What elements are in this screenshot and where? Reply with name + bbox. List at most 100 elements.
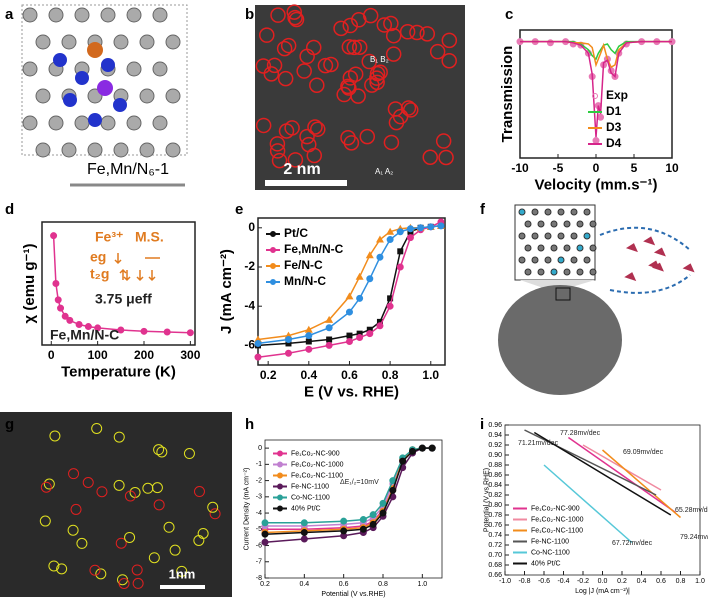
series-line: [52, 235, 191, 334]
lattice-node: [583, 232, 591, 240]
x-tick-label: -0.2: [577, 578, 589, 585]
atom-marker: [299, 48, 315, 65]
atom-marker: [333, 20, 349, 37]
x-axis-label: E (V vs. RHE): [304, 384, 399, 401]
series-line: [533, 431, 672, 516]
x-tick-label: 200: [134, 348, 154, 362]
y-tick-label: 0.68: [488, 562, 502, 569]
atom-marker: [286, 4, 303, 20]
marker: [366, 275, 374, 283]
marker: [597, 113, 605, 121]
atom-marker: [278, 123, 295, 139]
legend-marker: [277, 505, 283, 512]
legend-label: D1: [606, 104, 622, 118]
series: [50, 232, 194, 337]
marker: [261, 538, 269, 546]
y-axis-label: Current Density (mA cm⁻²): [244, 468, 251, 551]
y-tick-label: 0.74: [488, 532, 502, 539]
lattice-node: [537, 268, 545, 276]
scale-bar: [160, 585, 205, 589]
x-tick-label: 0.2: [260, 581, 270, 588]
atom-marker: [409, 24, 425, 41]
marker: [376, 318, 383, 325]
legend-label: D4: [606, 136, 622, 150]
atom-marker: [43, 478, 55, 490]
series: [533, 431, 672, 516]
molecule: [624, 272, 637, 282]
x-tick-label: 0: [48, 348, 55, 362]
atom-marker: [342, 17, 359, 34]
spin-arrow: [119, 268, 127, 280]
marker: [186, 329, 194, 337]
x-tick-label: 0.6: [339, 581, 349, 588]
x-tick-label: -0.8: [518, 578, 530, 585]
atom-marker: [317, 57, 334, 74]
n-atom: [63, 93, 77, 107]
y-tick-label: 0.76: [488, 522, 502, 529]
n-atom: [113, 98, 127, 112]
legend-marker: [277, 494, 283, 501]
series: [567, 436, 677, 514]
legend-marker: [270, 231, 276, 237]
atom-marker: [287, 9, 303, 26]
atom-markers: [39, 422, 221, 589]
legend-label: 40% Pt/C: [531, 560, 561, 567]
atom-marker: [67, 524, 79, 536]
marker: [396, 228, 404, 236]
marker: [54, 296, 62, 304]
marker: [300, 519, 308, 527]
marker: [345, 292, 354, 300]
y-axis-label: J (mA cm⁻²): [218, 249, 235, 334]
atom-marker: [266, 57, 283, 74]
atom-marker: [183, 448, 195, 460]
x-tick-label: 0.8: [382, 368, 399, 382]
marker: [386, 227, 395, 235]
marker: [261, 530, 269, 538]
legend-label: Fe/N-C: [284, 258, 323, 272]
annotation: 65.28mv/dec: [675, 507, 708, 514]
atom-marker: [340, 130, 356, 146]
atom-marker: [193, 486, 205, 498]
series-line: [520, 40, 672, 138]
y-tick-label: 0.70: [488, 552, 502, 559]
atom-marker: [169, 544, 181, 556]
marker: [397, 248, 404, 255]
scale-label: 1nm: [169, 566, 196, 581]
series: [524, 429, 657, 496]
panel-label: f: [480, 201, 486, 218]
lattice-node: [576, 268, 584, 276]
plot-frame: [264, 439, 443, 579]
atom-marker: [153, 499, 165, 511]
plot-frame: [41, 221, 196, 346]
y-tick-label: -3: [256, 494, 262, 501]
marker: [325, 341, 333, 349]
atom-marker: [115, 537, 127, 549]
atom-marker: [163, 521, 175, 533]
lattice-node: [531, 208, 539, 216]
atom-marker: [351, 39, 368, 56]
atom-marker: [39, 515, 51, 527]
legend-label: Fe,Mn/N-C: [284, 242, 344, 256]
y-tick-label: 0.90: [488, 452, 502, 459]
atom-marker: [347, 66, 364, 82]
x-tick-label: -5: [553, 161, 564, 175]
lattice-node: [557, 256, 565, 264]
annotation: 3.75 μeff: [95, 291, 152, 307]
x-tick-label: 0.4: [299, 581, 309, 588]
marker: [437, 222, 445, 230]
legend-marker: [270, 279, 276, 285]
lattice: [22, 7, 181, 158]
inset-lattice-grid: [518, 208, 597, 276]
marker: [305, 332, 313, 340]
lattice-node: [583, 256, 591, 264]
atom-marker: [299, 128, 315, 145]
y-tick-label: 0.96: [488, 422, 502, 429]
atom: [165, 34, 181, 50]
marker: [406, 234, 414, 242]
marker: [61, 312, 69, 320]
panel-label: c: [505, 6, 513, 23]
atom-marker: [383, 134, 400, 151]
atom-marker: [131, 564, 143, 576]
atom: [22, 7, 38, 23]
